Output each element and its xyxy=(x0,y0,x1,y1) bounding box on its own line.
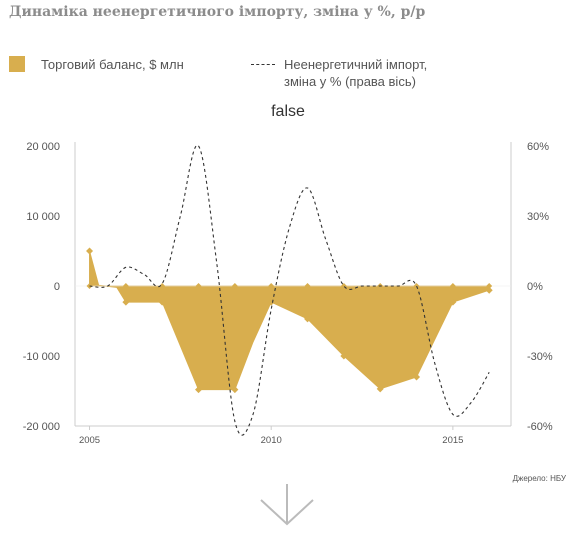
trade-balance-point[interactable] xyxy=(195,386,203,394)
trade-balance-point[interactable] xyxy=(158,298,166,306)
y-tick-label: 0 xyxy=(54,281,60,293)
chart-subtitle: false xyxy=(271,103,305,120)
baseline-point xyxy=(449,283,456,289)
trade-balance-point[interactable] xyxy=(340,352,348,360)
trade-balance-point[interactable] xyxy=(376,385,384,393)
baseline-point xyxy=(122,283,129,289)
baseline-point xyxy=(231,283,238,289)
trade-balance-point[interactable] xyxy=(485,286,493,294)
legend-item-trade-balance[interactable]: Торговий баланс, $ млн xyxy=(9,56,184,73)
y2-tick-label: -30% xyxy=(527,351,553,363)
trade-balance-point[interactable] xyxy=(231,386,239,394)
x-tick-label: 2015 xyxy=(442,435,463,446)
scroll-down-arrow-icon[interactable] xyxy=(259,482,315,528)
trade-balance-point[interactable] xyxy=(449,298,457,306)
y2-tick-label: 0% xyxy=(527,281,543,293)
non-energy-imports-line[interactable] xyxy=(89,144,490,436)
legend-label-non-energy-imports: Неенергетичний імпорт, зміна у % (права … xyxy=(284,57,428,89)
legend-label-trade-balance: Торговий баланс, $ млн xyxy=(41,57,184,72)
baseline-point xyxy=(195,283,202,289)
baseline-point xyxy=(413,283,420,289)
baseline-point xyxy=(268,283,275,289)
legend-item-non-energy-imports[interactable]: Неенергетичний імпорт, зміна у % (права … xyxy=(251,56,454,90)
trade-balance-point[interactable] xyxy=(413,373,421,381)
y-tick-label: 10 000 xyxy=(26,211,60,223)
y-tick-label: -10 000 xyxy=(23,351,60,363)
baseline-point xyxy=(304,283,311,289)
x-tick-label: 2010 xyxy=(261,435,282,446)
y2-tick-label: 60% xyxy=(527,141,549,153)
chart-title: Динаміка неенергетичного імпорту, зміна … xyxy=(9,4,426,20)
y2-tick-label: -60% xyxy=(527,421,553,433)
y-tick-label: -20 000 xyxy=(23,421,60,433)
legend: Торговий баланс, $ млн Неенергетичний ім… xyxy=(9,54,569,96)
x-tick-label: 2005 xyxy=(79,435,100,446)
legend-swatch-dashed-line xyxy=(251,64,275,65)
plot-layer: 20 000 10 000 0 -10 000 -20 000 60% 30% 0% -30% -… xyxy=(23,141,553,446)
trade-balance-area xyxy=(89,250,490,391)
trade-balance-point[interactable] xyxy=(122,298,130,306)
y-tick-label: 20 000 xyxy=(26,141,60,153)
trade-balance-point[interactable] xyxy=(86,247,94,255)
source-note: Джерело: НБУ xyxy=(512,474,566,483)
trade-balance-point[interactable] xyxy=(304,315,312,323)
baseline-point xyxy=(486,283,493,289)
baseline-point xyxy=(159,283,166,289)
y2-tick-label: 30% xyxy=(527,211,549,223)
legend-swatch-area xyxy=(9,56,25,72)
